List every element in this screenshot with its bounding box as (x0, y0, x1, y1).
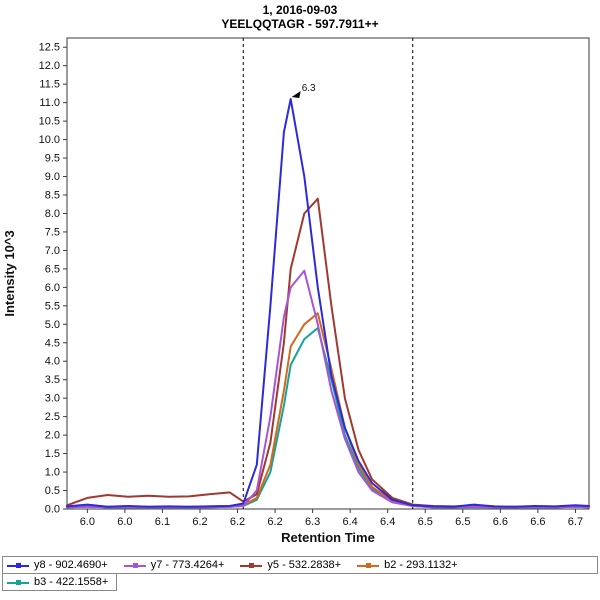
y-tick-label: 6.5 (45, 263, 60, 275)
x-tick-label: 6.6 (493, 516, 508, 528)
x-tick-label: 6.4 (380, 516, 395, 528)
y-tick-label: 10.0 (39, 134, 60, 146)
y-tick-label: 0.5 (45, 485, 60, 497)
chart-area: 0.0 0.5 1.0 1.5 2.0 2.5 3.0 3.5 4.0 4.5 5.0 5.5 6.0 6… (0, 32, 600, 555)
y-tick-label: 10.5 (39, 116, 60, 128)
x-tick-label: 6.1 (155, 516, 170, 528)
y-tick-label: 3.5 (45, 374, 60, 386)
y-tick-label: 3.0 (45, 393, 60, 405)
y-tick-label: 6.0 (45, 282, 60, 294)
legend-label-b2: b2 - 293.1132+ (384, 559, 458, 571)
legend-item-y5: y5 - 532.2838+ (240, 559, 341, 571)
y-tick-label: 4.5 (45, 337, 60, 349)
x-tick-label: 6.5 (455, 516, 470, 528)
y-tick-label: 1.0 (45, 467, 60, 479)
y-tick-label: 11.5 (39, 79, 60, 91)
y5-line-swatch (240, 561, 263, 570)
y-axis-title: Intensity 10^3 (2, 230, 17, 316)
b3-line-swatch (7, 578, 29, 587)
legend: y8 - 902.4690+ y7 - 773.4264+ y5 - 532.2… (2, 556, 598, 591)
legend-label-y8: y8 - 902.4690+ (34, 559, 108, 571)
chart-title-peptide: YEELQQTAGR - 597.7911++ (221, 17, 379, 31)
x-tick-label: 6.4 (343, 516, 358, 528)
y-tick-label: 9.0 (45, 171, 60, 183)
y-tick-label: 0.0 (45, 504, 60, 516)
y-tick-label: 7.5 (45, 226, 60, 238)
x-tick-label: 6.2 (230, 516, 245, 528)
y-tick-label: 8.0 (45, 208, 60, 220)
x-tick-label: 6.7 (568, 516, 583, 528)
y-tick-label: 11.0 (39, 97, 60, 109)
y-tick-label: 8.5 (45, 190, 60, 202)
x-tick-label: 6.5 (418, 516, 433, 528)
peak-annotation-arrow-icon (291, 90, 301, 98)
chart-title-replicate: 1, 2016-09-03 (262, 3, 338, 17)
legend-row-1: y8 - 902.4690+ y7 - 773.4264+ y5 - 532.2… (2, 556, 598, 574)
series-line-y8 (66, 98, 590, 508)
y7-line-swatch (123, 561, 146, 570)
legend-item-b2: b2 - 293.1132+ (357, 559, 458, 571)
legend-label-b3: b3 - 422.1558+ (34, 576, 109, 588)
b2-line-swatch (357, 561, 380, 570)
y-tick-label: 5.0 (45, 319, 60, 331)
y-tick-label: 12.0 (39, 60, 60, 72)
legend-item-y7: y7 - 773.4264+ (123, 559, 225, 571)
y-tick-label: 7.0 (45, 245, 60, 257)
y-tick-label: 2.5 (45, 411, 60, 423)
y-tick-label: 12.5 (39, 42, 60, 54)
y-tick-label: 2.0 (45, 430, 60, 442)
legend-row-2: b3 - 422.1558+ (2, 573, 118, 591)
chart-header: 1, 2016-09-03 YEELQQTAGR - 597.7911++ (0, 0, 600, 31)
x-tick-label: 6.6 (530, 516, 545, 528)
y-tick-label: 1.5 (45, 448, 60, 460)
y-tick-label: 9.5 (45, 153, 60, 165)
legend-item-b3: b3 - 422.1558+ (7, 576, 108, 588)
y-tick-label: 5.5 (45, 300, 60, 312)
legend-label-y5: y5 - 532.2838+ (267, 559, 342, 571)
peak-rt-annotation: 6.3 (302, 83, 316, 94)
x-tick-label: 6.3 (305, 516, 320, 528)
legend-item-y8: y8 - 902.4690+ (7, 559, 108, 571)
chromatogram-chart[interactable]: 0.0 0.5 1.0 1.5 2.0 2.5 3.0 3.5 4.0 4.5 5.0 5.5 6.0 6… (0, 32, 600, 550)
x-tick-label: 6.0 (117, 516, 132, 528)
x-axis-title: Retention Time (281, 530, 375, 545)
legend-label-y7: y7 - 773.4264+ (150, 559, 225, 571)
y-tick-label: 4.0 (45, 356, 60, 368)
x-tick-label: 6.0 (80, 516, 95, 528)
x-tick-label: 6.2 (192, 516, 207, 528)
y8-line-swatch (7, 561, 29, 570)
x-tick-label: 6.2 (267, 516, 282, 528)
